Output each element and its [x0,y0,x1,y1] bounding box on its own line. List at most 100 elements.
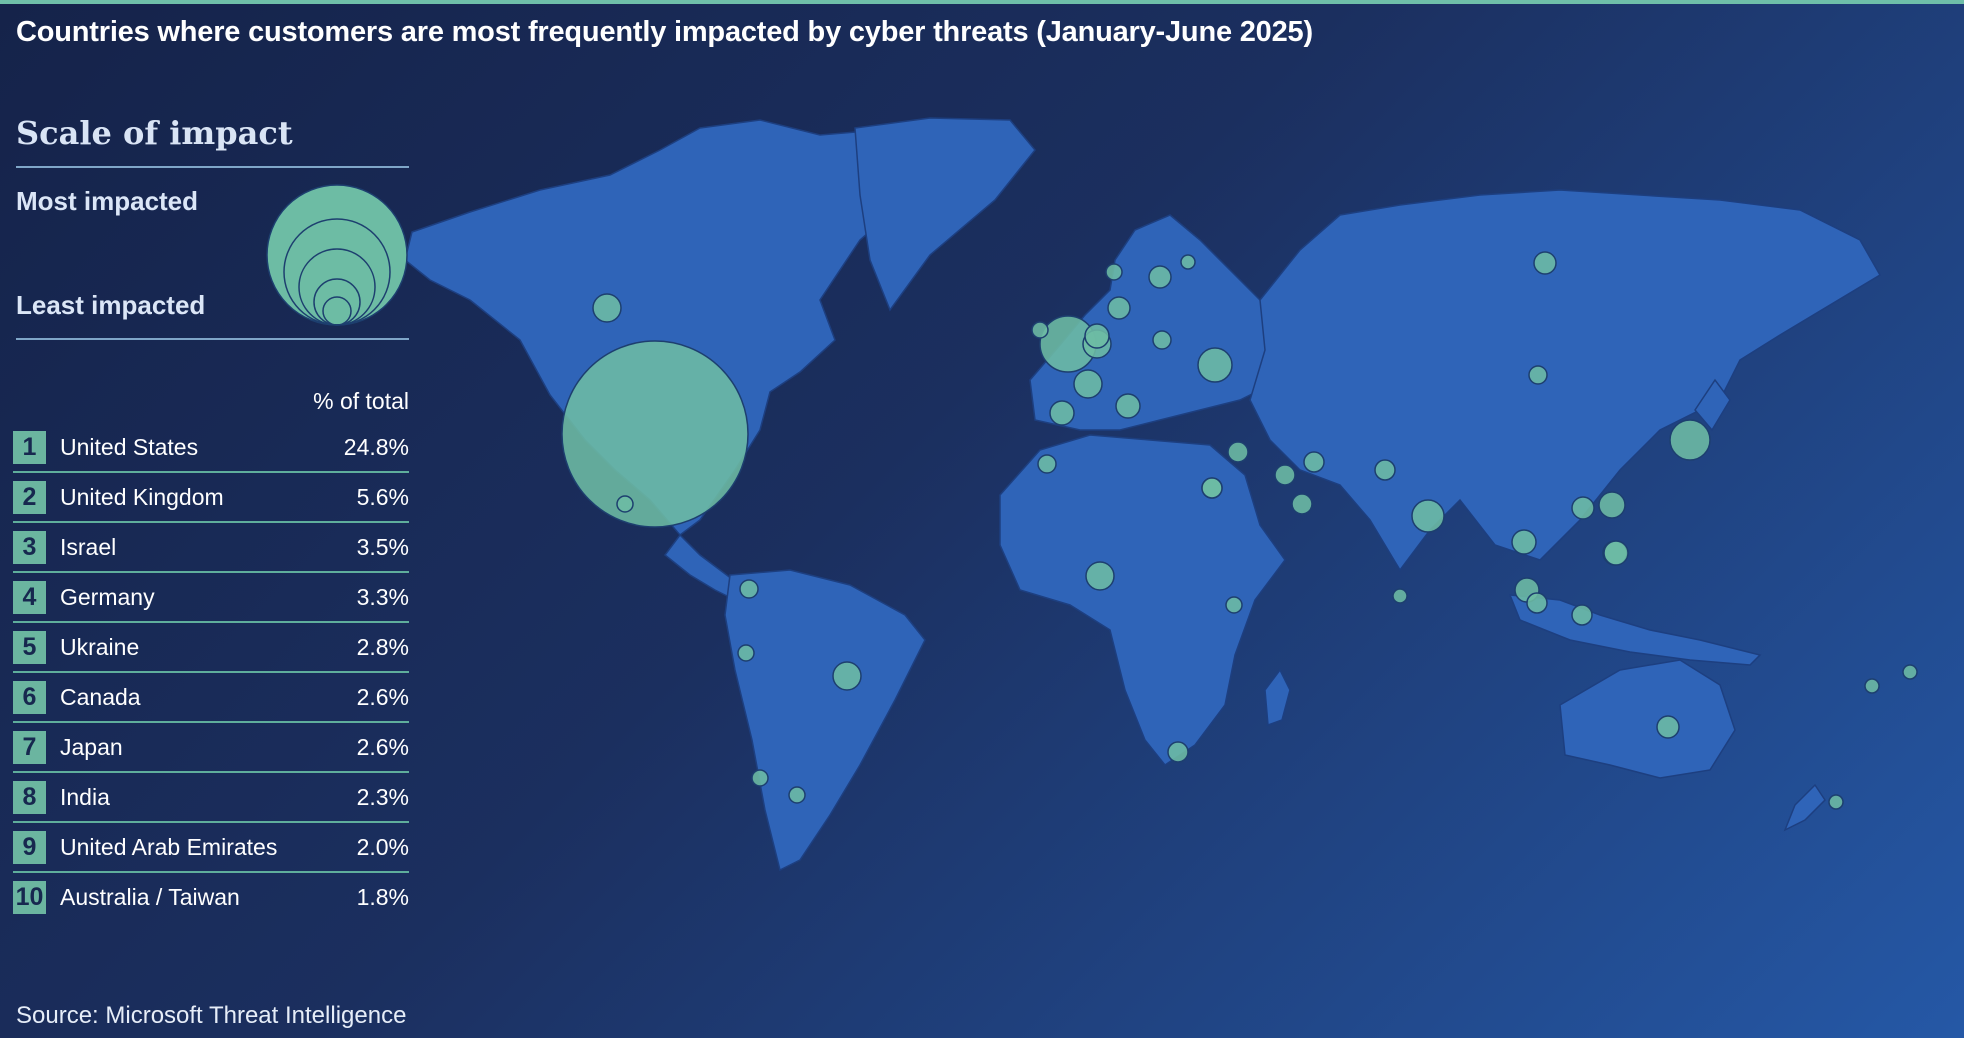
land-greenland [854,117,1036,312]
bubble-egypt [1201,477,1223,499]
country-pct: 2.0% [356,833,409,860]
rank-number: 7 [13,730,46,764]
bubble-new-zealand [1828,794,1844,810]
land-australia [1559,659,1736,779]
scale-circle-largest [266,184,408,326]
bubble-iran [1303,451,1325,473]
rank-number: 2 [13,480,46,514]
bubble-singapore [1392,588,1408,604]
bubble-united-states [561,340,749,528]
table-row: 1 United States 24.8% [13,423,409,473]
country-pct: 1.8% [356,883,409,910]
ranking-table: 1 United States 24.8% 2 United Kingdom 5… [13,423,409,921]
source-note: Source: Microsoft Threat Intelligence [16,1002,407,1029]
country-pct: 2.8% [356,633,409,660]
rank-number: 5 [13,630,46,664]
bubble-nigeria [1085,561,1115,591]
table-header-pct: % of total [313,388,409,414]
country-name: Japan [60,733,123,760]
bubble-hong-kong [1571,496,1595,520]
scale-circle-smallest [322,296,352,326]
bubble-peru [737,644,755,662]
bubble-spain [1049,400,1075,426]
bubble-netherlands [1084,323,1110,349]
legend-divider-top [16,166,409,168]
bubble-poland [1152,330,1172,350]
bubble-fiji [1864,678,1880,694]
country-name: Israel [60,533,117,560]
country-name: United States [60,433,199,460]
bubble-italy [1115,393,1141,419]
country-pct: 2.6% [356,683,409,710]
country-pct: 24.8% [343,433,409,460]
bubble-sweden [1148,265,1172,289]
country-name: Canada [60,683,141,710]
legend-most-label: Most impacted [16,186,199,216]
bubble-kenya [1225,596,1243,614]
bubble-russia [1533,251,1557,275]
country-name: India [60,783,110,810]
bubble-samoa [1902,664,1918,680]
land-africa [999,434,1286,767]
land-asia [1249,189,1882,572]
country-name: Australia / Taiwan [60,883,240,910]
land-madagascar [1264,668,1291,727]
land-maritime-asia [1508,594,1762,666]
bubble-colombia [739,579,759,599]
bubble-korea [1598,491,1626,519]
country-pct: 5.6% [356,483,409,510]
rank-number: 4 [13,580,46,614]
bubble-finland [1180,254,1196,270]
bubble-pakistan [1374,459,1396,481]
table-row: 10 Australia / Taiwan 1.8% [13,873,409,921]
bubble-chile [751,769,769,787]
bubble-philippines [1603,540,1629,566]
bubble-japan [1669,419,1711,461]
bubble-vietnam [1511,529,1537,555]
impact-bubbles [561,251,1918,810]
table-row: 6 Canada 2.6% [13,673,409,723]
bubble-uae [1291,493,1313,515]
land-south-america [724,569,926,872]
bubble-canada [592,293,622,323]
country-pct: 2.6% [356,733,409,760]
bubble-india [1411,499,1445,533]
bubble-saudi-arabia [1274,464,1296,486]
rank-number: 3 [13,530,46,564]
country-name: United Arab Emirates [60,833,278,860]
bubble-australia [1656,715,1680,739]
bubble-south-africa [1167,741,1189,763]
bubble-turkey [1227,441,1249,463]
rank-number: 1 [13,430,46,464]
legend-heading: Scale of impact [16,114,293,152]
rank-number: 9 [13,830,46,864]
bubble-argentina [788,786,806,804]
bubble-malaysia [1526,592,1548,614]
bubble-mexico [616,495,634,513]
rank-number: 6 [13,680,46,714]
bubble-morocco [1037,454,1057,474]
country-name: United Kingdom [60,483,224,510]
bubble-ireland [1031,321,1049,339]
legend-least-label: Least impacted [16,290,206,320]
table-row: 8 India 2.3% [13,773,409,823]
bubble-ukraine [1197,347,1233,383]
legend-divider-bottom [16,338,409,340]
country-name: Ukraine [60,633,140,660]
bubble-brazil [832,661,862,691]
table-row: 3 Israel 3.5% [13,523,409,573]
page-title: Countries where customers are most frequ… [16,16,1313,48]
bubble-iceland [1105,263,1123,281]
bubble-china [1528,365,1548,385]
table-row: 5 Ukraine 2.8% [13,623,409,673]
bubble-norway [1107,296,1131,320]
bubble-indonesia [1571,604,1593,626]
country-pct: 3.5% [356,533,409,560]
table-row: 4 Germany 3.3% [13,573,409,623]
table-row: 7 Japan 2.6% [13,723,409,773]
country-pct: 3.3% [356,583,409,610]
rank-number: 10 [13,880,46,914]
rank-number: 8 [13,780,46,814]
land-japan [1694,378,1731,432]
